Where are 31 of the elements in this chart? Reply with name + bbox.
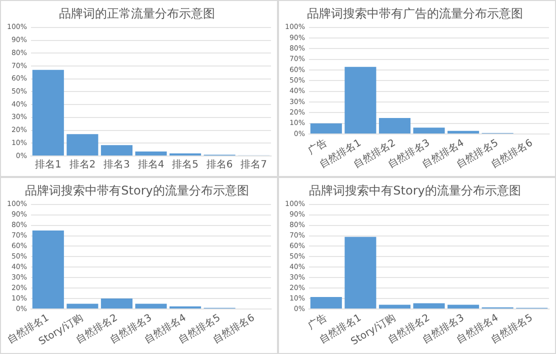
bar xyxy=(310,296,342,308)
bar xyxy=(135,152,167,156)
x-tick-label: 排名2 xyxy=(69,158,96,171)
bar xyxy=(100,298,132,308)
x-tick-label: 广告 xyxy=(306,312,330,332)
bar xyxy=(378,304,410,308)
bar xyxy=(448,304,480,308)
chart-title: 品牌词搜索中带有Story的流量分布示意图 xyxy=(25,183,249,198)
bar xyxy=(32,70,64,156)
bar xyxy=(66,134,98,156)
x-tick-label: 排名7 xyxy=(240,158,268,171)
bar xyxy=(413,303,445,308)
bar xyxy=(66,304,98,308)
x-tick-label: 广告 xyxy=(306,136,330,158)
chart-title: 品牌词的正常流量分布示意图 xyxy=(59,6,215,20)
chart-title: 品牌词搜索中带有广告的流量分布示意图 xyxy=(307,6,523,20)
bar xyxy=(413,128,445,134)
x-tick-label: 排名5 xyxy=(172,158,198,171)
bar xyxy=(378,118,410,134)
bar xyxy=(310,123,342,134)
bar xyxy=(100,145,132,156)
x-tick-label: 排名4 xyxy=(138,158,164,171)
bar xyxy=(32,230,64,308)
bar xyxy=(448,130,480,134)
x-tick-label: 排名6 xyxy=(206,158,233,171)
x-tick-label: 排名3 xyxy=(104,158,130,171)
bar xyxy=(135,304,167,308)
bar xyxy=(344,236,376,308)
x-tick-label: 排名1 xyxy=(34,158,62,171)
bar xyxy=(344,66,376,134)
chart-title: 品牌词搜索中有Story的流量分布示意图 xyxy=(309,183,521,198)
